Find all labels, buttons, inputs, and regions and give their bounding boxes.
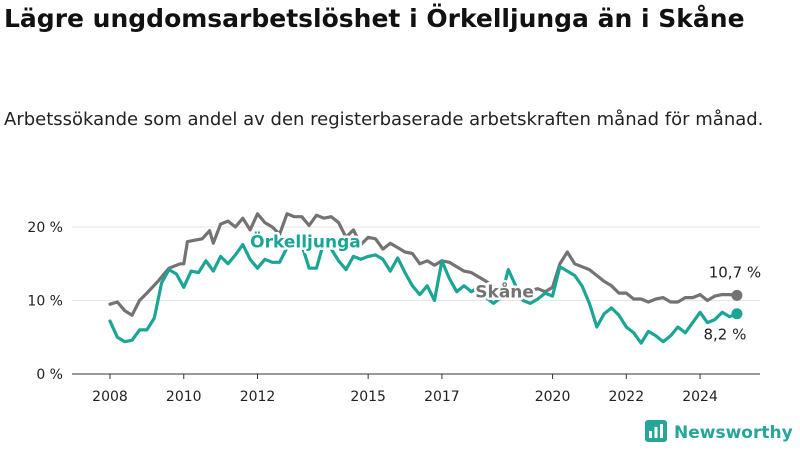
series-lines	[108, 212, 743, 345]
end-point-örkelljunga	[731, 308, 743, 320]
end-value-skane: 10,7 %	[709, 263, 761, 281]
x-tick-label: 2022	[608, 389, 644, 405]
x-tick-label: 2008	[92, 389, 128, 405]
series-label-skane: Skåne	[475, 281, 534, 303]
y-tick-label: 20 %	[27, 220, 63, 236]
series-label-orkelljunga-halo: Örkelljunga	[250, 231, 361, 253]
chart-title: Lägre ungdomsarbetslöshet i Örkelljunga …	[4, 4, 745, 33]
series-label-skane-halo: Skåne	[475, 281, 534, 303]
x-tick-label: 2020	[535, 389, 571, 405]
end-point-skåne	[731, 289, 743, 301]
y-tick-label: 10 %	[27, 294, 63, 310]
end-value-orkelljunga-halo: 8,2 %	[703, 326, 746, 344]
series-label-orkelljunga: Örkelljunga	[250, 231, 361, 253]
x-axis: 2008 2010 2012 2015 2017 2020 2022 2024	[72, 373, 760, 405]
series-line-örkelljunga	[108, 237, 739, 345]
newsworthy-logo: Newsworthy	[644, 419, 793, 447]
x-tick-label: 2015	[350, 389, 386, 405]
x-tick-label: 2017	[424, 389, 460, 405]
x-tick-label: 2024	[682, 389, 718, 405]
brand-name: Newsworthy	[674, 423, 793, 443]
bar-chart-icon	[644, 419, 668, 447]
y-tick-label: 0 %	[36, 367, 63, 383]
x-tick-label: 2010	[166, 389, 202, 405]
end-value-skane-halo: 10,7 %	[709, 263, 761, 281]
chart-subtitle: Arbetssökande som andel av den registerb…	[4, 109, 764, 130]
end-value-orkelljunga: 8,2 %	[703, 326, 746, 344]
x-tick-label: 2012	[240, 389, 276, 405]
series-line-skåne	[108, 212, 739, 317]
y-axis: 0 % 10 % 20 %	[27, 220, 63, 383]
